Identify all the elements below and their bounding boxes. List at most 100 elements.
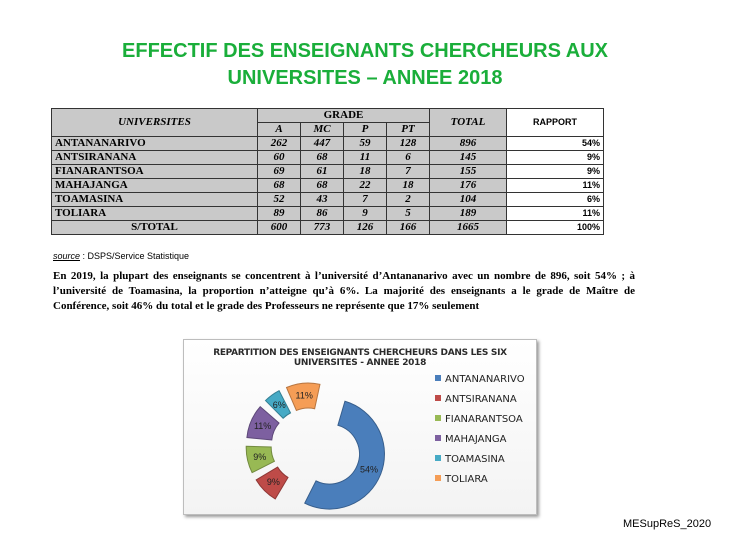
legend-label-antsiranana: ANTSIRANANA: [445, 394, 517, 405]
source-label: source: [53, 251, 81, 261]
col-rapport: RAPPORT: [506, 108, 604, 137]
cell-p: 7: [343, 192, 387, 207]
row-name: TOAMASINA: [51, 192, 258, 207]
pie-chart: 54% 9% 9% 11% 6% 11% ANTANANARIVO ANTSIRANANA FI…: [245, 374, 525, 510]
cell-total: 896: [429, 136, 507, 151]
pie-label-toliara: 11%: [296, 391, 313, 401]
legend-label-toliara: TOLIARA: [444, 474, 488, 485]
cell-mc: 86: [300, 206, 344, 221]
table-row: TOLIARA 89 86 9 5 189 11%: [51, 206, 604, 221]
col-total: TOTAL: [429, 108, 507, 137]
pie-slice-antananarivo: [304, 400, 385, 510]
cell-ratio: 54%: [506, 136, 604, 151]
table-row: MAHAJANGA 68 68 22 18 176 11%: [51, 178, 604, 193]
pie-label-mahajanga: 11%: [254, 421, 271, 431]
row-name: ANTANANARIVO: [51, 136, 258, 151]
cell-ratio: 9%: [506, 150, 604, 165]
subtotal-a: 600: [257, 220, 301, 235]
legend-label-toamasina: TOAMASINA: [444, 454, 505, 465]
chart-panel: REPARTITION DES ENSEIGNANTS CHERCHEURS D…: [183, 339, 537, 515]
cell-total: 145: [429, 150, 507, 165]
pie-slice-toliara: [285, 382, 321, 412]
col-grade-pt: PT: [386, 122, 430, 137]
footer-code: MESupReS_2020: [623, 518, 712, 530]
title-line-1: EFFECTIF DES ENSEIGNANTS CHERCHEURS AUX: [122, 40, 608, 62]
row-name: MAHAJANGA: [51, 178, 258, 193]
cell-ratio: 6%: [506, 192, 604, 207]
cell-a: 68: [257, 178, 301, 193]
cell-p: 59: [343, 136, 387, 151]
cell-total: 176: [429, 178, 507, 193]
cell-pt: 6: [386, 150, 430, 165]
cell-mc: 61: [300, 164, 344, 179]
cell-total: 155: [429, 164, 507, 179]
cell-mc: 68: [300, 178, 344, 193]
legend-swatch-antsiranana: [435, 395, 441, 401]
subtotal-total: 1665: [429, 220, 507, 235]
col-universites: UNIVERSITES: [51, 108, 258, 137]
row-name: TOLIARA: [51, 206, 258, 221]
pie-label-antananarivo: 54%: [360, 465, 378, 475]
cell-pt: 18: [386, 178, 430, 193]
cell-a: 69: [257, 164, 301, 179]
cell-pt: 128: [386, 136, 430, 151]
source-note: source : DSPS/Service Statistique: [53, 251, 189, 261]
pie-label-antsiranana: 9%: [267, 477, 280, 487]
cell-total: 104: [429, 192, 507, 207]
subtotal-pt: 166: [386, 220, 430, 235]
cell-pt: 2: [386, 192, 430, 207]
legend-label-mahajanga: MAHAJANGA: [445, 434, 507, 445]
cell-mc: 447: [300, 136, 344, 151]
legend-swatch-toamasina: [435, 455, 441, 461]
cell-mc: 68: [300, 150, 344, 165]
row-name: ANTSIRANANA: [51, 150, 258, 165]
cell-total: 189: [429, 206, 507, 221]
col-grade-p: P: [343, 122, 387, 137]
legend-swatch-fianarantsoa: [435, 415, 441, 421]
pie-slice-antsiranana: [255, 466, 289, 500]
legend-swatch-antananarivo: [435, 375, 441, 381]
subtotal-mc: 773: [300, 220, 344, 235]
col-grade: GRADE: [257, 108, 430, 123]
subtotal-p: 126: [343, 220, 387, 235]
legend-swatch-toliara: [435, 475, 441, 481]
pie-label-fianarantsoa: 9%: [253, 452, 266, 462]
cell-a: 262: [257, 136, 301, 151]
legend-label-fianarantsoa: FIANARANTSOA: [445, 414, 523, 425]
cell-p: 11: [343, 150, 387, 165]
legend-swatch-mahajanga: [435, 435, 441, 441]
source-text: : DSPS/Service Statistique: [80, 251, 190, 261]
cell-a: 60: [257, 150, 301, 165]
page-title: EFFECTIF DES ENSEIGNANTS CHERCHEURS AUX …: [0, 38, 730, 92]
table-row: TOAMASINA 52 43 7 2 104 6%: [51, 192, 604, 207]
cell-ratio: 11%: [506, 178, 604, 193]
table-row: FIANARANTSOA 69 61 18 7 155 9%: [51, 164, 604, 179]
table-subtotal-row: S/TOTAL 600 773 126 166 1665 100%: [51, 220, 604, 235]
title-line-2: UNIVERSITES – ANNEE 2018: [227, 67, 503, 89]
cell-ratio: 11%: [506, 206, 604, 221]
pie-slice-fianarantsoa: [245, 445, 276, 474]
pie-slice-toamasina: [264, 389, 292, 419]
summary-paragraph: En 2019, la plupart des enseignants se c…: [53, 270, 635, 312]
cell-mc: 43: [300, 192, 344, 207]
staff-table: UNIVERSITES GRADE TOTAL RAPPORT A MC P P…: [51, 108, 604, 235]
cell-ratio: 9%: [506, 164, 604, 179]
legend-label-antananarivo: ANTANANARIVO: [445, 374, 525, 385]
chart-title: REPARTITION DES ENSEIGNANTS CHERCHEURS D…: [213, 348, 507, 368]
cell-a: 52: [257, 192, 301, 207]
pie-label-toamasina: 6%: [273, 400, 286, 410]
subtotal-ratio: 100%: [506, 220, 604, 235]
cell-a: 89: [257, 206, 301, 221]
cell-p: 18: [343, 164, 387, 179]
cell-pt: 7: [386, 164, 430, 179]
row-name: FIANARANTSOA: [51, 164, 258, 179]
subtotal-label: S/TOTAL: [51, 220, 258, 235]
table-row: ANTANANARIVO 262 447 59 128 896 54%: [51, 136, 604, 151]
col-grade-mc: MC: [300, 122, 344, 137]
cell-p: 9: [343, 206, 387, 221]
pie-slice-mahajanga: [246, 405, 280, 441]
table-row: ANTSIRANANA 60 68 11 6 145 9%: [51, 150, 604, 165]
cell-p: 22: [343, 178, 387, 193]
col-grade-a: A: [257, 122, 301, 137]
table-header-row: UNIVERSITES GRADE TOTAL RAPPORT: [51, 108, 604, 137]
